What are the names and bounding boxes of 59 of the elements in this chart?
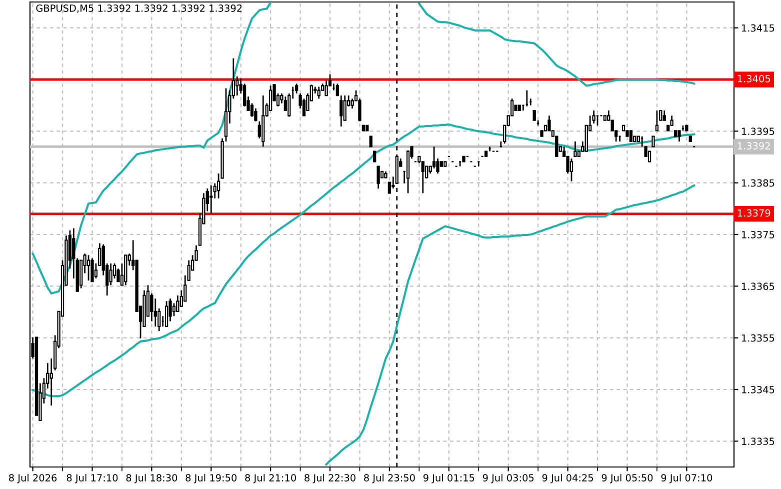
candlestick xyxy=(317,86,320,100)
candlestick xyxy=(250,102,254,118)
y-tick-label: 1.3375 xyxy=(742,230,774,238)
candlestick xyxy=(236,76,239,96)
candlestick xyxy=(629,130,633,142)
x-tick-label: 8 Jul 17:10 xyxy=(66,474,118,484)
candlestick xyxy=(324,80,328,96)
y-tick-label: 1.3385 xyxy=(742,179,774,187)
candlestick xyxy=(432,146,436,170)
candlestick xyxy=(172,302,176,317)
candlestick xyxy=(187,260,190,282)
x-tick-label: 8 Jul 18:30 xyxy=(126,474,178,484)
y-tick-label: 1.3335 xyxy=(742,438,774,445)
x-tick-label: 8 Jul 21:10 xyxy=(245,474,296,484)
candlestick xyxy=(662,110,666,122)
candlestick xyxy=(210,184,213,214)
candlestick xyxy=(655,110,659,132)
candlestick xyxy=(574,140,577,158)
candlestick xyxy=(376,166,380,190)
candlestick xyxy=(592,110,596,124)
chart-title: GBPUSD,M5 1.3392 1.3392 1.3392 1.3392 xyxy=(36,4,242,13)
candlestick xyxy=(86,254,90,282)
y-tick-label: 1.3415 xyxy=(742,24,774,32)
candlestick xyxy=(373,150,376,162)
x-tick-label: 9 Jul 03:05 xyxy=(482,474,534,484)
x-tick-label: 8 Jul 2026 xyxy=(9,474,57,484)
candlestick xyxy=(294,82,298,94)
x-tick-label: 9 Jul 07:10 xyxy=(661,474,712,484)
y-tick-label: 1.3395 xyxy=(742,128,774,135)
candlestick xyxy=(358,98,362,122)
candlestick xyxy=(652,136,655,148)
x-tick-label: 8 Jul 19:50 xyxy=(186,474,237,484)
candlestick xyxy=(176,294,180,312)
y-tick-label: 1.3345 xyxy=(742,386,774,394)
candlestick xyxy=(90,258,94,282)
line-series xyxy=(32,123,696,398)
candlestick xyxy=(659,110,662,121)
candlestick xyxy=(164,300,168,328)
candlestick xyxy=(116,268,120,282)
candlestick xyxy=(570,158,574,182)
ref-line-label: 1.3392 xyxy=(738,142,770,150)
candlestick xyxy=(254,108,258,122)
x-tick-label: 9 Jul 04:25 xyxy=(542,474,593,484)
candlestick xyxy=(154,298,157,328)
line-series xyxy=(325,184,696,466)
ref-line-label: 1.3379 xyxy=(738,209,770,217)
y-tick-label: 1.3355 xyxy=(742,334,774,342)
x-tick-label: 8 Jul 22:30 xyxy=(304,474,356,484)
candlestick xyxy=(369,136,372,148)
candlestick xyxy=(350,98,354,110)
x-tick-label: 8 Jul 23:50 xyxy=(364,474,415,484)
candlestick xyxy=(242,82,246,108)
y-tick-label: 1.3365 xyxy=(742,282,774,290)
candlestick xyxy=(678,130,681,142)
x-tick-label: 9 Jul 05:50 xyxy=(602,474,653,484)
ref-line-label: 1.3405 xyxy=(738,74,770,82)
candlestick xyxy=(302,98,306,116)
x-tick-label: 9 Jul 01:15 xyxy=(423,474,474,484)
candlestick xyxy=(109,262,112,286)
